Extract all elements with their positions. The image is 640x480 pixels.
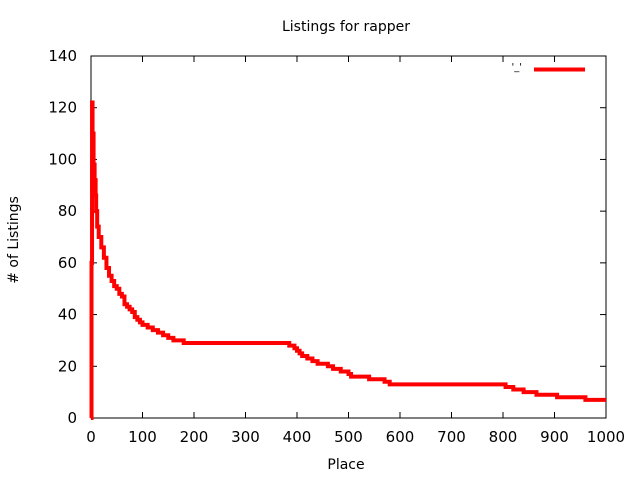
x-tick-label: 400 [283, 428, 312, 446]
x-axis-title: Place [327, 457, 364, 473]
legend-label: '_' [512, 62, 523, 73]
y-tick-label: 0 [67, 409, 77, 427]
y-axis-title: # of Listings [6, 196, 22, 284]
x-tick-label: 600 [386, 428, 415, 446]
x-tick-label: 500 [334, 428, 363, 446]
x-tick-label: 100 [128, 428, 157, 446]
x-tick-label: 700 [437, 428, 466, 446]
x-tick-label: 0 [86, 428, 96, 446]
y-tick-label: 40 [58, 306, 77, 324]
labels-layer: 0 100 200 300 400 500 600 700 800 900 1000 0 20 40 60 8… [48, 47, 625, 446]
x-tick-label: 300 [231, 428, 260, 446]
x-tick-label: 200 [180, 428, 209, 446]
y-tick-label: 100 [48, 150, 77, 168]
y-tick-label: 120 [48, 99, 77, 117]
x-tick-label: 900 [540, 428, 569, 446]
series-layer [89, 100, 606, 420]
y-tick-label: 140 [48, 47, 77, 65]
x-tick-label: 800 [489, 428, 518, 446]
y-tick-label: 20 [58, 357, 77, 375]
chart-title: Listings for rapper [282, 19, 410, 35]
plot-frame [90, 55, 607, 419]
y-tick-label: 80 [58, 202, 77, 220]
x-tick-label: 1000 [587, 428, 625, 446]
series-line [89, 100, 606, 420]
ticks-layer [90, 55, 607, 419]
legend: '_' [512, 62, 585, 73]
y-tick-label: 60 [58, 254, 77, 272]
